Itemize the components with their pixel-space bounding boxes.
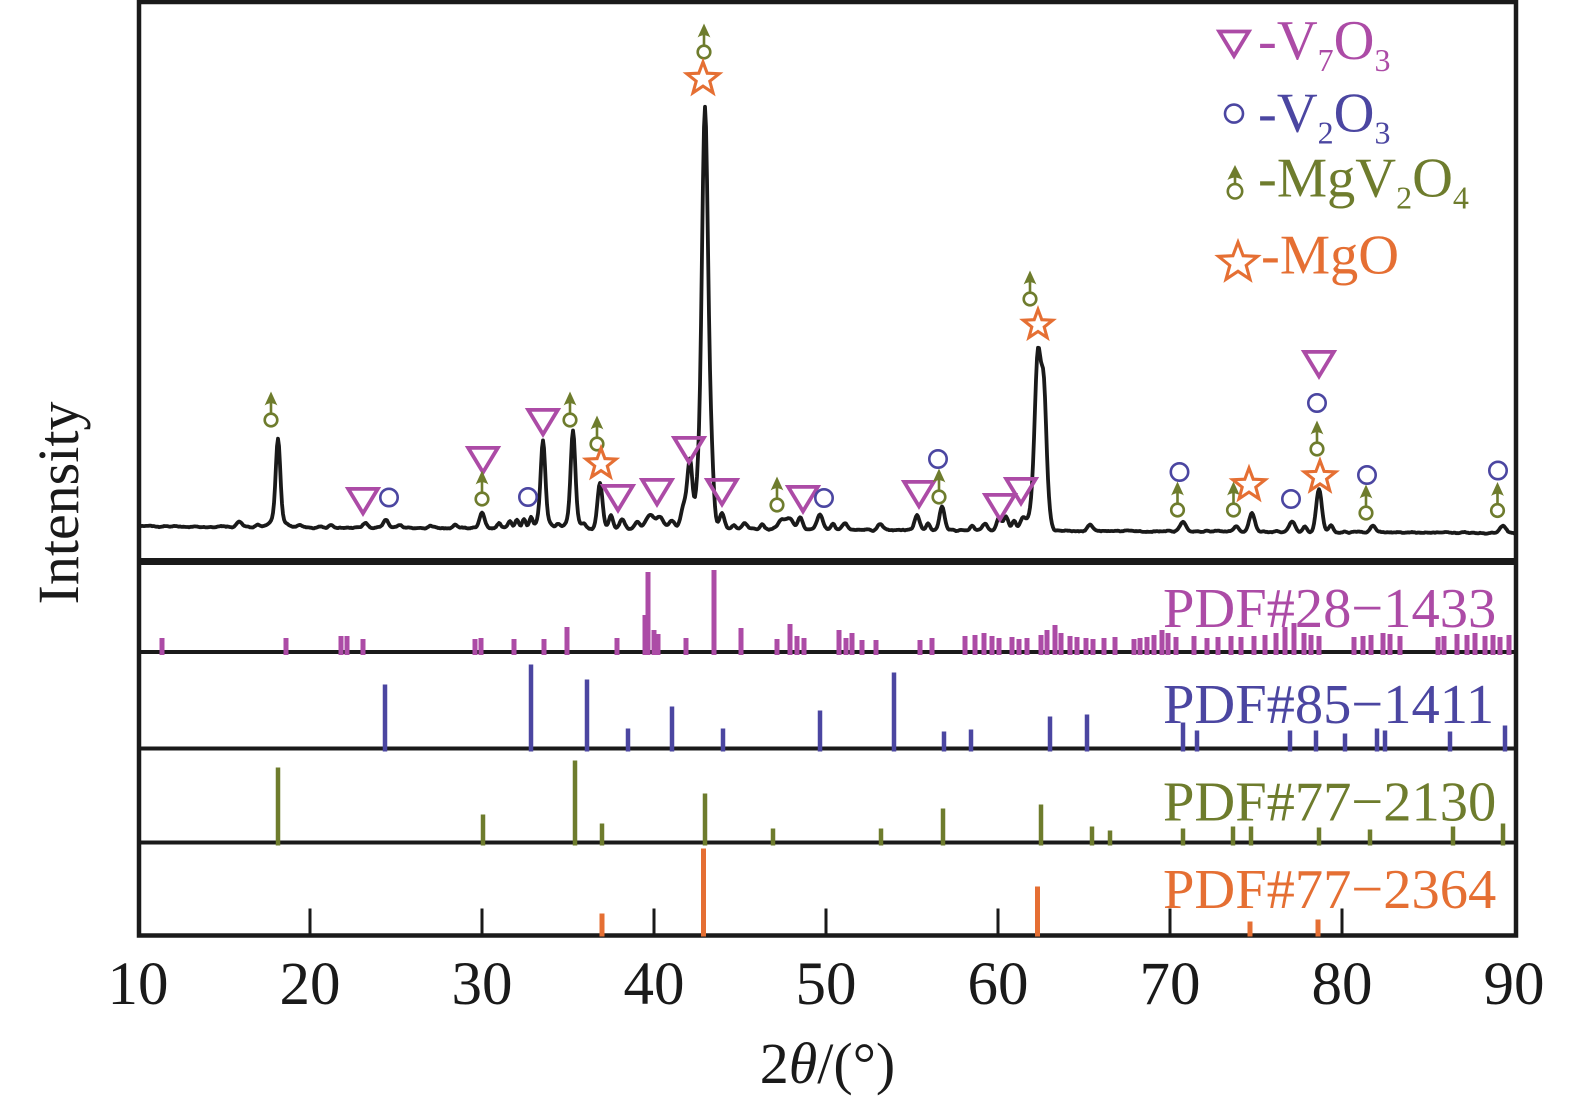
svg-text:-MgO: -MgO bbox=[1261, 225, 1399, 287]
svg-text:-V7O3: -V7O3 bbox=[1258, 10, 1390, 78]
svg-text:Intensity: Intensity bbox=[26, 402, 91, 605]
svg-text:2θ/(°): 2θ/(°) bbox=[760, 1031, 895, 1096]
svg-text:80: 80 bbox=[1312, 951, 1373, 1018]
svg-text:60: 60 bbox=[968, 951, 1029, 1018]
svg-text:PDF#77−2130: PDF#77−2130 bbox=[1163, 772, 1496, 834]
svg-text:PDF#77−2364: PDF#77−2364 bbox=[1163, 859, 1496, 921]
svg-text:-MgV2O4: -MgV2O4 bbox=[1258, 148, 1469, 216]
svg-text:40: 40 bbox=[624, 951, 685, 1018]
svg-text:90: 90 bbox=[1484, 951, 1545, 1018]
svg-text:PDF#28−1433: PDF#28−1433 bbox=[1163, 578, 1496, 640]
svg-text:30: 30 bbox=[452, 951, 513, 1018]
svg-text:70: 70 bbox=[1140, 951, 1201, 1018]
svg-text:PDF#85−1411: PDF#85−1411 bbox=[1163, 674, 1494, 736]
svg-text:20: 20 bbox=[280, 951, 341, 1018]
svg-text:50: 50 bbox=[796, 951, 857, 1018]
svg-text:10: 10 bbox=[108, 951, 169, 1018]
